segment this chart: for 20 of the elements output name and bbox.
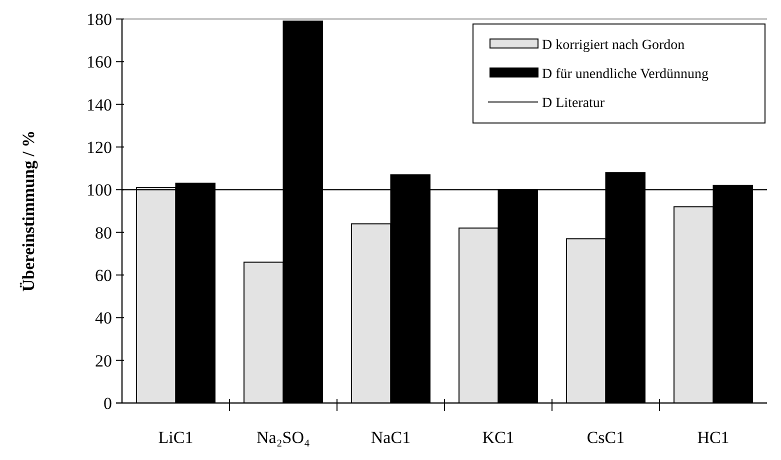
y-axis-title: Übereinstimmung / % [19, 130, 38, 292]
legend-label: D für unendliche Verdünnung [542, 66, 709, 82]
y-tick-label: 100 [86, 180, 112, 200]
y-tick-label: 40 [95, 308, 112, 328]
x-tick-label: KC1 [482, 428, 514, 447]
y-tick-label: 0 [104, 394, 112, 413]
x-tick-label: LiC1 [158, 428, 194, 447]
y-tick-label: 180 [86, 10, 112, 29]
x-tick-label: Na₂SO₄ [256, 428, 310, 447]
y-tick-label: 60 [95, 266, 112, 285]
legend-label: D korrigiert nach Gordon [542, 38, 685, 53]
y-tick-label: 80 [95, 223, 112, 242]
y-tick-label: 160 [86, 52, 112, 72]
legend-label: D Literatur [542, 96, 605, 111]
y-tick-label: 140 [86, 95, 112, 114]
y-tick-label: 120 [86, 138, 112, 157]
x-tick-label: NaC1 [370, 428, 411, 447]
x-tick-label: CsC1 [586, 428, 625, 447]
y-tick-label: 20 [95, 351, 112, 370]
x-tick-label: HC1 [697, 428, 730, 447]
